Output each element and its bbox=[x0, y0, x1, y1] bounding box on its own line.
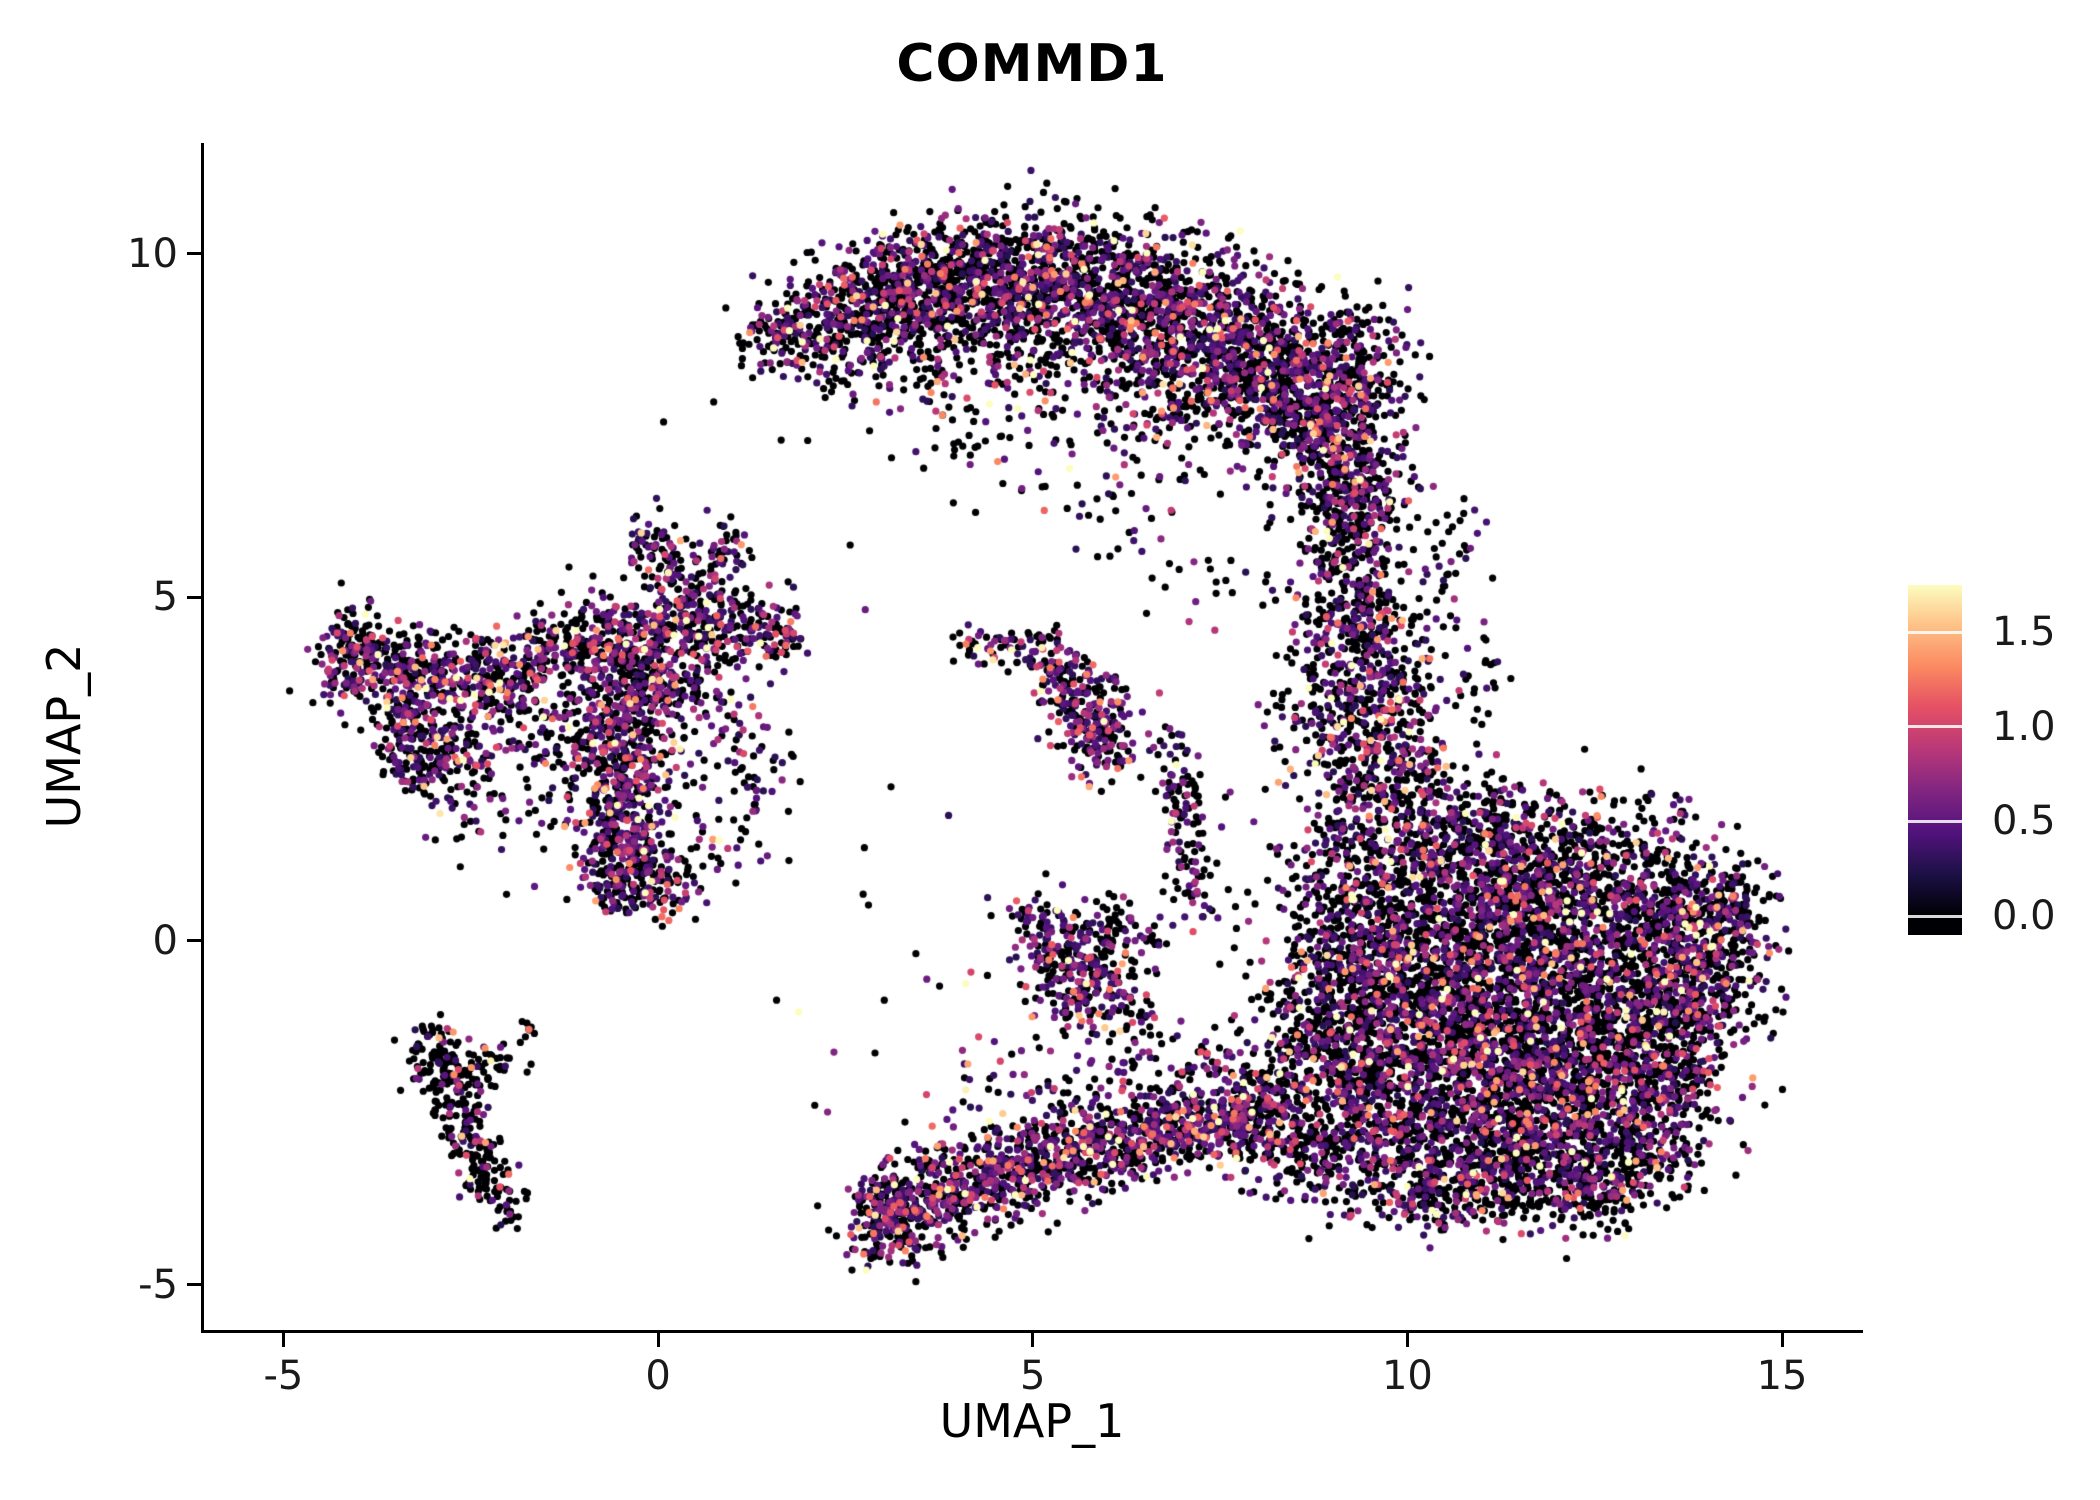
y-axis-label: UMAP_2 bbox=[37, 643, 91, 829]
x-tick-label: -5 bbox=[263, 1353, 304, 1399]
y-tick-label: 10 bbox=[127, 230, 178, 277]
x-axis-line bbox=[201, 1330, 1863, 1333]
x-axis-label: UMAP_1 bbox=[939, 1394, 1125, 1448]
y-tick-label: -5 bbox=[138, 1261, 178, 1308]
colorbar-tick-mark bbox=[1908, 914, 1962, 918]
colorbar-tick-mark bbox=[1908, 819, 1962, 823]
y-tick-mark bbox=[187, 1283, 201, 1287]
colorbar-tick-label: 0.0 bbox=[1992, 893, 2056, 940]
y-tick-label: 5 bbox=[152, 574, 178, 621]
y-axis-line bbox=[201, 143, 204, 1333]
colorbar-tick-label: 1.5 bbox=[1992, 609, 2056, 656]
x-tick-mark bbox=[1031, 1333, 1035, 1347]
colorbar-tick-mark bbox=[1908, 630, 1962, 634]
x-tick-label: 0 bbox=[645, 1353, 671, 1399]
x-tick-mark bbox=[1780, 1333, 1784, 1347]
y-tick-mark bbox=[187, 939, 201, 943]
x-tick-label: 5 bbox=[1020, 1353, 1046, 1399]
colorbar-tick-label: 1.0 bbox=[1992, 703, 2056, 750]
y-tick-mark bbox=[187, 595, 201, 599]
colorbar-tick-mark bbox=[1908, 725, 1962, 729]
x-tick-mark bbox=[281, 1333, 285, 1347]
x-tick-mark bbox=[656, 1333, 660, 1347]
y-tick-label: 0 bbox=[152, 917, 178, 964]
x-tick-mark bbox=[1405, 1333, 1409, 1347]
x-tick-label: 15 bbox=[1756, 1353, 1808, 1399]
colorbar-gradient bbox=[1908, 585, 1962, 935]
plot-title: COMMD1 bbox=[896, 34, 1168, 94]
colorbar-tick-label: 0.5 bbox=[1992, 798, 2056, 845]
y-tick-mark bbox=[187, 252, 201, 256]
x-tick-label: 10 bbox=[1381, 1353, 1433, 1399]
